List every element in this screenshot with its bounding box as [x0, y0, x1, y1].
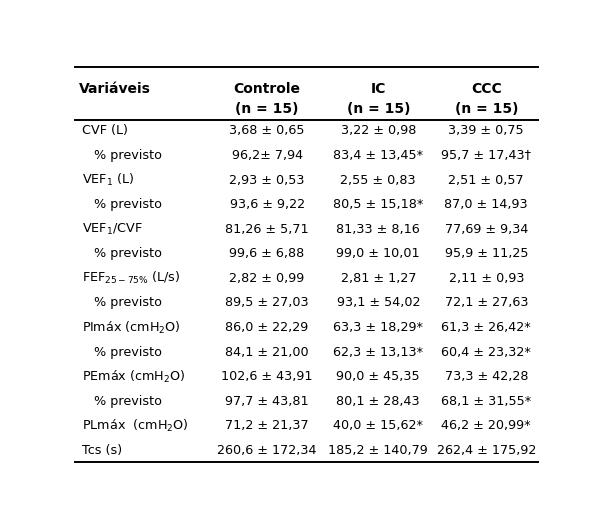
Text: % previsto: % previsto — [82, 198, 161, 211]
Text: IC: IC — [371, 82, 386, 96]
Text: 46,2 ± 20,99*: 46,2 ± 20,99* — [441, 419, 531, 433]
Text: (n = 15): (n = 15) — [347, 102, 410, 116]
Text: 96,2± 7,94: 96,2± 7,94 — [231, 149, 303, 162]
Text: 81,33 ± 8,16: 81,33 ± 8,16 — [337, 223, 420, 236]
Text: CCC: CCC — [471, 82, 502, 96]
Text: 83,4 ± 13,45*: 83,4 ± 13,45* — [333, 149, 423, 162]
Text: % previsto: % previsto — [82, 346, 161, 359]
Text: 80,5 ± 15,18*: 80,5 ± 15,18* — [333, 198, 423, 211]
Text: 2,82 ± 0,99: 2,82 ± 0,99 — [230, 272, 305, 285]
Text: 2,81 ± 1,27: 2,81 ± 1,27 — [340, 272, 416, 285]
Text: % previsto: % previsto — [82, 247, 161, 260]
Text: (n = 15): (n = 15) — [236, 102, 299, 116]
Text: % previsto: % previsto — [82, 395, 161, 408]
Text: VEF$_1$ (L): VEF$_1$ (L) — [82, 172, 134, 188]
Text: 262,4 ± 175,92: 262,4 ± 175,92 — [437, 444, 536, 457]
Text: 62,3 ± 13,13*: 62,3 ± 13,13* — [333, 346, 423, 359]
Text: 40,0 ± 15,62*: 40,0 ± 15,62* — [333, 419, 423, 433]
Text: 95,9 ± 11,25: 95,9 ± 11,25 — [444, 247, 528, 260]
Text: % previsto: % previsto — [82, 297, 161, 310]
Text: 99,6 ± 6,88: 99,6 ± 6,88 — [230, 247, 305, 260]
Text: 99,0 ± 10,01: 99,0 ± 10,01 — [337, 247, 420, 260]
Text: 68,1 ± 31,55*: 68,1 ± 31,55* — [441, 395, 532, 408]
Text: 89,5 ± 27,03: 89,5 ± 27,03 — [225, 297, 309, 310]
Text: (n = 15): (n = 15) — [454, 102, 518, 116]
Text: Tcs (s): Tcs (s) — [82, 444, 122, 457]
Text: FEF$_{25-75\%}$ (L/s): FEF$_{25-75\%}$ (L/s) — [82, 270, 180, 287]
Text: 2,11 ± 0,93: 2,11 ± 0,93 — [448, 272, 524, 285]
Text: 61,3 ± 26,42*: 61,3 ± 26,42* — [441, 321, 531, 334]
Text: 81,26 ± 5,71: 81,26 ± 5,71 — [225, 223, 309, 236]
Text: 90,0 ± 45,35: 90,0 ± 45,35 — [337, 370, 420, 383]
Text: 260,6 ± 172,34: 260,6 ± 172,34 — [217, 444, 317, 457]
Text: 2,93 ± 0,53: 2,93 ± 0,53 — [229, 174, 305, 187]
Text: 73,3 ± 42,28: 73,3 ± 42,28 — [444, 370, 528, 383]
Text: 80,1 ± 28,43: 80,1 ± 28,43 — [337, 395, 420, 408]
Text: 93,1 ± 54,02: 93,1 ± 54,02 — [337, 297, 420, 310]
Text: 102,6 ± 43,91: 102,6 ± 43,91 — [221, 370, 313, 383]
Text: 60,4 ± 23,32*: 60,4 ± 23,32* — [441, 346, 531, 359]
Text: CVF (L): CVF (L) — [82, 124, 127, 138]
Text: PEmáx (cmH$_2$O): PEmáx (cmH$_2$O) — [82, 369, 185, 385]
Text: Variáveis: Variáveis — [80, 82, 151, 96]
Text: 93,6 ± 9,22: 93,6 ± 9,22 — [230, 198, 304, 211]
Text: PLmáx  (cmH$_2$O): PLmáx (cmH$_2$O) — [82, 418, 188, 434]
Text: 63,3 ± 18,29*: 63,3 ± 18,29* — [333, 321, 423, 334]
Text: 185,2 ± 140,79: 185,2 ± 140,79 — [328, 444, 428, 457]
Text: 2,55 ± 0,83: 2,55 ± 0,83 — [340, 174, 416, 187]
Text: 87,0 ± 14,93: 87,0 ± 14,93 — [444, 198, 528, 211]
Text: 3,22 ± 0,98: 3,22 ± 0,98 — [341, 124, 416, 138]
Text: 97,7 ± 43,81: 97,7 ± 43,81 — [225, 395, 309, 408]
Text: 95,7 ± 17,43†: 95,7 ± 17,43† — [441, 149, 531, 162]
Text: 3,68 ± 0,65: 3,68 ± 0,65 — [229, 124, 305, 138]
Text: 84,1 ± 21,00: 84,1 ± 21,00 — [225, 346, 309, 359]
Text: % previsto: % previsto — [82, 149, 161, 162]
Text: 2,51 ± 0,57: 2,51 ± 0,57 — [448, 174, 524, 187]
Text: 72,1 ± 27,63: 72,1 ± 27,63 — [444, 297, 528, 310]
Text: PImáx (cmH$_2$O): PImáx (cmH$_2$O) — [82, 320, 181, 336]
Text: 3,39 ± 0,75: 3,39 ± 0,75 — [448, 124, 524, 138]
Text: 86,0 ± 22,29: 86,0 ± 22,29 — [225, 321, 309, 334]
Text: Controle: Controle — [234, 82, 301, 96]
Text: VEF$_1$/CVF: VEF$_1$/CVF — [82, 222, 142, 237]
Text: 71,2 ± 21,37: 71,2 ± 21,37 — [225, 419, 309, 433]
Text: 77,69 ± 9,34: 77,69 ± 9,34 — [444, 223, 528, 236]
